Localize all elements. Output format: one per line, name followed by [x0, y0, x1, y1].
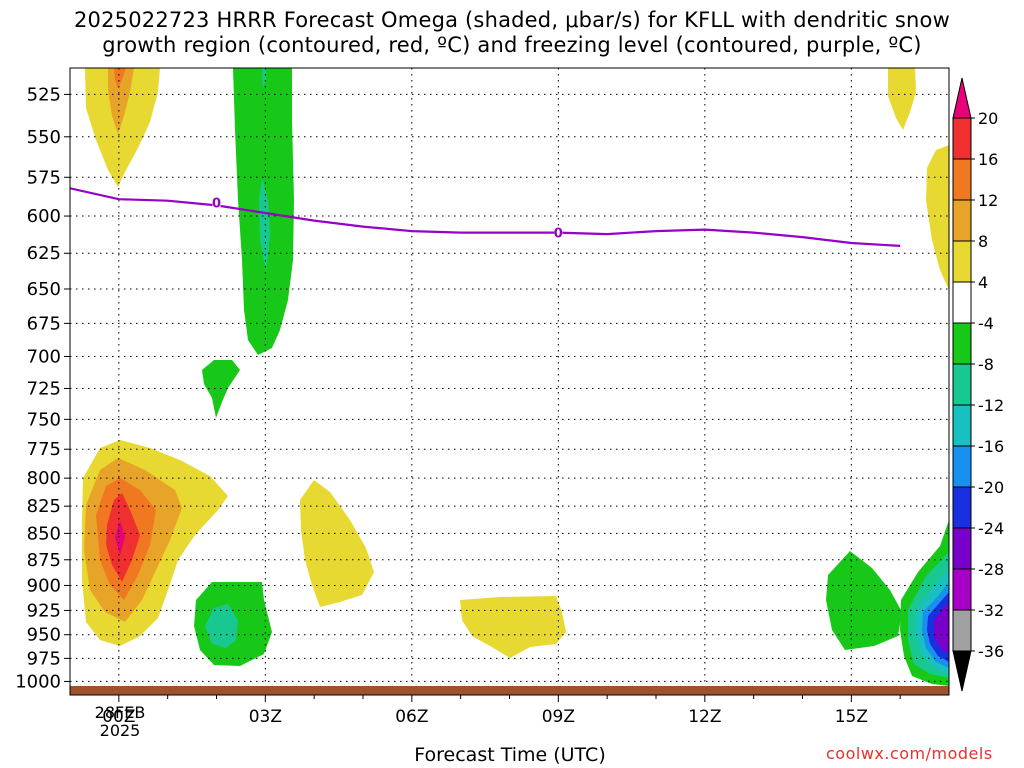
y-axis-pressure: 525 550 575 600 625 650 675 700 725 750 775 800 825 8…: [15, 84, 70, 692]
colorbar-swatch: [952, 281, 972, 324]
chart-title-line2: growth region (contoured, red, ºC) and f…: [102, 33, 922, 57]
chart-title-line1: 2025022723 HRRR Forecast Omega (shaded, …: [74, 8, 950, 32]
y-tick-label: 600: [27, 206, 61, 227]
freezing-level-label-bg: [212, 195, 221, 209]
colorbar-label: -36: [978, 642, 1004, 661]
freezing-level-contour: [70, 187, 901, 247]
freezing-level-label-bg: [554, 225, 563, 239]
colorbar-label: 4: [978, 273, 988, 292]
y-tick-label: 725: [27, 378, 61, 399]
y-tick-label: 900: [27, 575, 61, 596]
y-tick-label: 775: [27, 439, 61, 460]
omega-negative-region: [826, 551, 902, 650]
omega-negative-region: [259, 178, 270, 272]
omega-positive-region: [300, 480, 374, 607]
freezing-level-labels: 00: [212, 195, 563, 242]
site-credit-link[interactable]: coolwx.com/models: [826, 744, 993, 763]
x-tick-label: 09Z: [542, 707, 575, 727]
y-tick-label: 750: [27, 409, 61, 430]
omega-negative-region: [262, 68, 266, 88]
colorbar-label: -24: [978, 519, 1004, 538]
date-label: 28FEB 2025: [80, 704, 160, 740]
colorbar-label: -4: [978, 314, 994, 333]
colorbar-swatch: [952, 404, 972, 447]
colorbar-swatch: [952, 527, 972, 570]
x-tick-label: 06Z: [395, 707, 428, 727]
y-tick-label: 1000: [15, 671, 61, 692]
colorbar-label: -28: [978, 560, 1004, 579]
y-tick-label: 800: [27, 468, 61, 489]
shaded-omega-field: [82, 68, 949, 686]
colorbar-swatch: [952, 117, 972, 160]
x-axis-time: 00Z 03Z 06Z 09Z 12Z 15Z: [102, 695, 901, 727]
colorbar-label: -12: [978, 396, 1004, 415]
omega-positive-region: [114, 68, 126, 88]
colorbar-swatch: [952, 363, 972, 406]
omega-colorbar: 20 16 12 8 4 -4 -8 -12 -16 -20 -24 -28 -32 -36: [952, 77, 1004, 692]
omega-negative-region: [205, 604, 238, 648]
y-tick-label: 925: [27, 600, 61, 621]
colorbar-label: 8: [978, 232, 988, 251]
y-tick-label: 975: [27, 648, 61, 669]
colorbar-swatch: [952, 240, 972, 283]
colorbar-label: 20: [978, 109, 998, 128]
omega-positive-region: [85, 68, 160, 187]
colorbar-swatch: [952, 568, 972, 611]
colorbar-label: -32: [978, 601, 1004, 620]
ground-surface: [70, 686, 949, 695]
y-tick-label: 850: [27, 523, 61, 544]
colorbar-swatch: [952, 322, 972, 365]
colorbar-bottom-arrow: [952, 650, 972, 692]
colorbar-label: -8: [978, 355, 994, 374]
chart-title: 2025022723 HRRR Forecast Omega (shaded, …: [0, 8, 1024, 58]
omega-positive-region: [115, 520, 125, 555]
date-label-day: 28FEB: [94, 703, 146, 722]
colorbar-label: -20: [978, 478, 1004, 497]
freezing-level-label: 0: [554, 227, 563, 242]
y-tick-label: 675: [27, 313, 61, 334]
y-tick-label: 575: [27, 167, 61, 188]
colorbar-label: 16: [978, 150, 998, 169]
x-tick-label: 03Z: [249, 707, 282, 727]
omega-positive-region: [888, 68, 916, 130]
y-tick-label: 875: [27, 550, 61, 571]
omega-positive-region: [108, 68, 134, 134]
y-tick-label: 525: [27, 84, 61, 105]
date-label-year: 2025: [99, 721, 141, 740]
colorbar-swatch: [952, 199, 972, 242]
x-tick-label: 00Z: [102, 707, 135, 727]
omega-positive-region: [460, 596, 566, 658]
omega-negative-region: [202, 360, 240, 418]
omega-negative-region: [934, 603, 949, 654]
x-axis-label: Forecast Time (UTC): [414, 744, 606, 766]
colorbar-label: -16: [978, 437, 1004, 456]
y-tick-label: 950: [27, 625, 61, 646]
colorbar-swatch: [952, 158, 972, 201]
x-tick-label: 15Z: [835, 707, 868, 727]
y-tick-label: 700: [27, 346, 61, 367]
colorbar-swatch: [952, 609, 972, 652]
omega-positive-region: [926, 145, 949, 290]
y-tick-label: 625: [27, 243, 61, 264]
y-tick-label: 550: [27, 127, 61, 148]
colorbar-top-arrow: [952, 77, 972, 119]
x-tick-label: 12Z: [688, 707, 721, 727]
freezing-level-label: 0: [212, 196, 221, 211]
colorbar-label: 12: [978, 191, 998, 210]
grid-lines: [70, 68, 949, 695]
colorbar-swatch: [952, 445, 972, 488]
y-tick-label: 825: [27, 496, 61, 517]
colorbar-swatch: [952, 486, 972, 529]
y-tick-label: 650: [27, 279, 61, 300]
